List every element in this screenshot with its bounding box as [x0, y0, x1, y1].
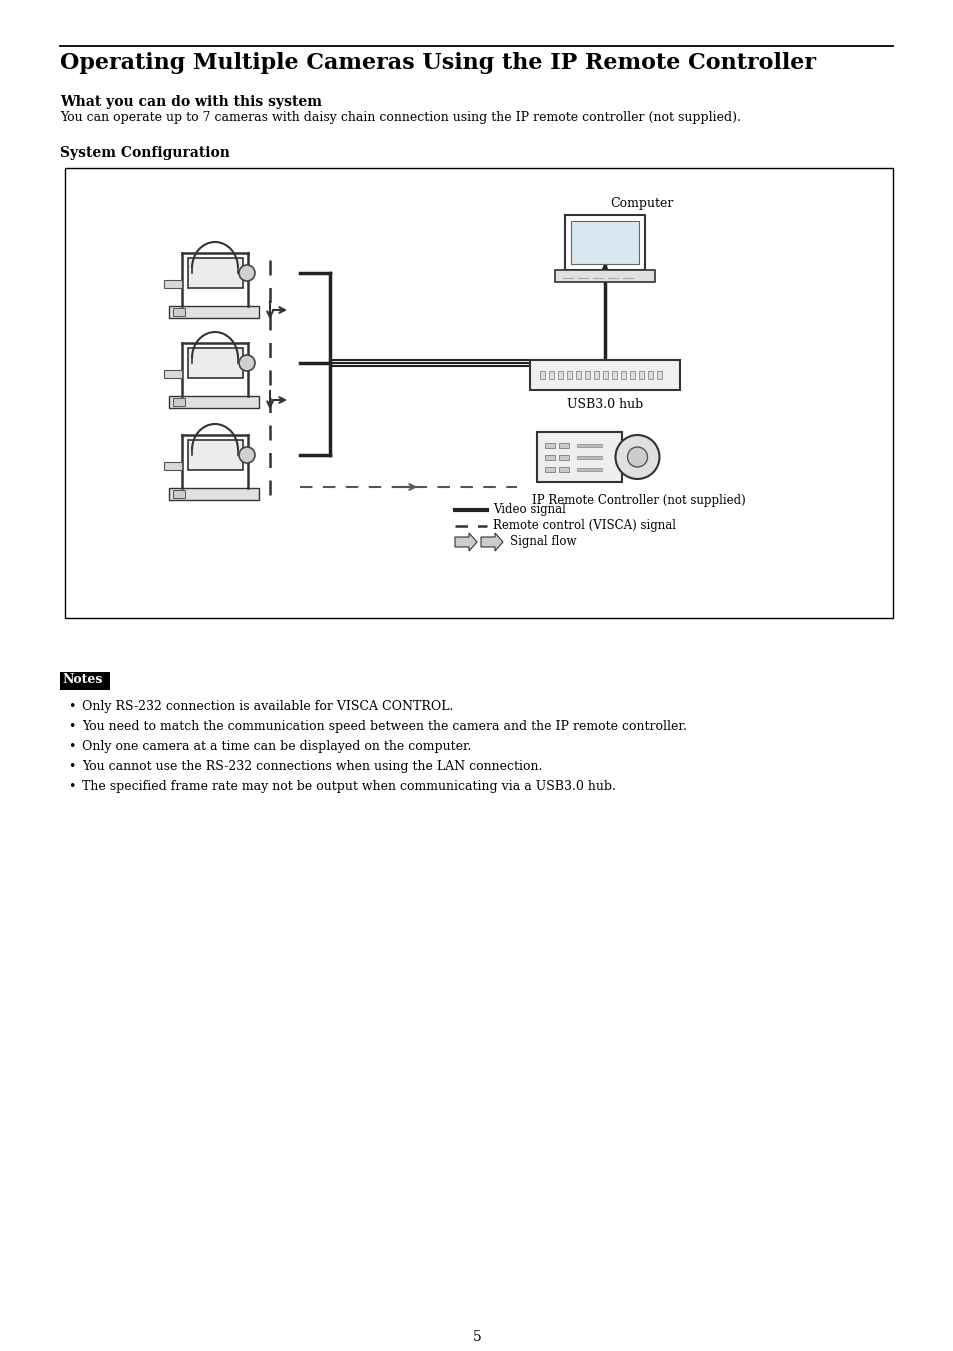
Text: IP Remote Controller (not supplied): IP Remote Controller (not supplied) — [532, 494, 745, 507]
Bar — [657, 372, 661, 380]
Bar — [620, 372, 625, 380]
Bar — [173, 399, 185, 407]
Text: 5: 5 — [472, 1329, 481, 1344]
Bar — [65, 168, 892, 617]
Bar — [558, 455, 569, 459]
Bar — [164, 462, 182, 470]
Text: You need to match the communication speed between the camera and the IP remote c: You need to match the communication spee… — [82, 720, 686, 734]
Bar — [545, 467, 555, 471]
Polygon shape — [480, 534, 502, 551]
Circle shape — [239, 355, 254, 372]
Text: Remote control (VISCA) signal: Remote control (VISCA) signal — [493, 520, 676, 532]
Text: •: • — [68, 700, 75, 713]
Text: Video signal: Video signal — [493, 504, 565, 516]
Text: •: • — [68, 761, 75, 773]
Text: You cannot use the RS-232 connections when using the LAN connection.: You cannot use the RS-232 connections wh… — [82, 761, 542, 773]
Bar — [173, 308, 185, 316]
Bar — [594, 372, 598, 380]
Bar — [188, 258, 243, 288]
Bar — [173, 490, 185, 499]
Bar — [612, 372, 617, 380]
Bar — [639, 372, 643, 380]
Bar — [571, 222, 639, 263]
Bar — [584, 372, 589, 380]
Bar — [647, 372, 652, 380]
Text: What you can do with this system: What you can do with this system — [60, 95, 322, 109]
Circle shape — [615, 435, 659, 480]
Bar — [164, 280, 182, 288]
Text: Computer: Computer — [609, 197, 673, 209]
Bar — [188, 349, 243, 378]
Polygon shape — [455, 534, 476, 551]
Bar — [530, 359, 679, 390]
Text: Operating Multiple Cameras Using the IP Remote Controller: Operating Multiple Cameras Using the IP … — [60, 51, 815, 74]
Circle shape — [627, 447, 647, 467]
Bar — [548, 372, 554, 380]
Bar — [60, 671, 110, 690]
Text: USB3.0 hub: USB3.0 hub — [566, 399, 642, 411]
Text: •: • — [68, 720, 75, 734]
Text: Only RS-232 connection is available for VISCA CONTROL.: Only RS-232 connection is available for … — [82, 700, 453, 713]
Circle shape — [239, 447, 254, 463]
Bar — [602, 372, 607, 380]
Bar — [537, 432, 622, 482]
Text: Notes: Notes — [62, 673, 102, 686]
Bar — [170, 488, 259, 500]
Bar — [577, 457, 602, 459]
Bar — [164, 370, 182, 378]
Text: The specified frame rate may not be output when communicating via a USB3.0 hub.: The specified frame rate may not be outp… — [82, 780, 616, 793]
Bar — [629, 372, 635, 380]
Text: You can operate up to 7 cameras with daisy chain connection using the IP remote : You can operate up to 7 cameras with dai… — [60, 111, 740, 124]
Bar — [558, 467, 569, 471]
Bar — [170, 305, 259, 317]
Bar — [188, 440, 243, 470]
Circle shape — [239, 265, 254, 281]
Bar — [577, 444, 602, 447]
Text: Signal flow: Signal flow — [510, 535, 576, 549]
Bar — [558, 443, 569, 449]
Bar — [170, 396, 259, 408]
Bar — [577, 467, 602, 471]
Bar — [558, 372, 562, 380]
Text: •: • — [68, 740, 75, 753]
Bar — [555, 270, 655, 282]
Text: System Configuration: System Configuration — [60, 146, 230, 159]
Bar — [539, 372, 544, 380]
Bar — [566, 372, 572, 380]
Text: •: • — [68, 780, 75, 793]
Bar — [545, 455, 555, 459]
Bar — [545, 443, 555, 449]
Text: Only one camera at a time can be displayed on the computer.: Only one camera at a time can be display… — [82, 740, 471, 753]
Bar — [576, 372, 580, 380]
